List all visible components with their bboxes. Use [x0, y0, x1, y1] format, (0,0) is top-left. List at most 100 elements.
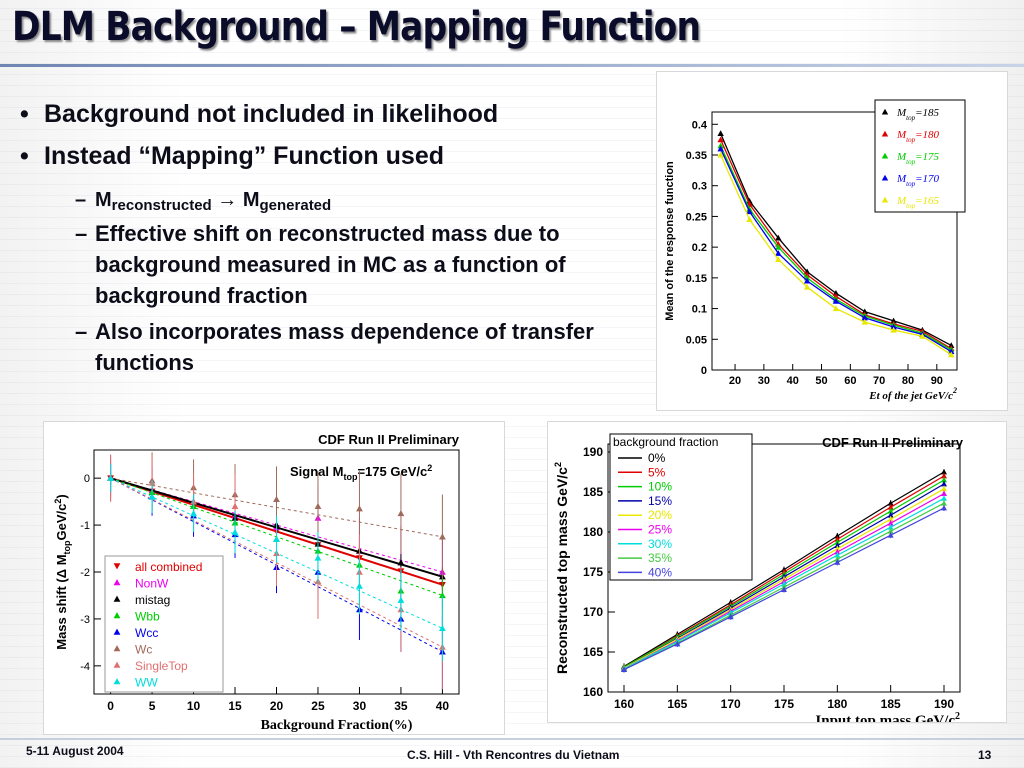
legend-entry: all combined: [135, 560, 202, 574]
chart-svg: CDF Run II Preliminary 160 165 170 175 180 185…: [553, 433, 964, 722]
legend-entry: Mtop=175: [896, 151, 940, 166]
data-point: [861, 314, 868, 321]
data-point: [314, 554, 322, 561]
legend-entry: mistag: [135, 593, 170, 607]
legend-marker: [113, 563, 121, 570]
chart-title: CDF Run II Preliminary: [318, 432, 460, 447]
data-point: [941, 490, 947, 496]
data-point: [717, 130, 724, 137]
arrow-icon: →: [217, 189, 238, 211]
legend-marker: [881, 196, 889, 203]
chart-svg: CDF Run II Preliminary Signal Mtop=175 Ge…: [53, 432, 460, 733]
data-point: [834, 536, 841, 542]
y-tick-label: 0.1: [692, 304, 707, 316]
data-point: [775, 250, 782, 256]
footer-date: 5-11 August 2004: [26, 744, 124, 758]
data-point: [190, 509, 197, 517]
legend-entry: SingleTop: [135, 659, 188, 673]
legend-entry: 20%: [648, 508, 672, 522]
data-point: [941, 485, 947, 492]
data-point: [397, 509, 405, 517]
dash-icon: –: [75, 221, 88, 246]
y-axis-label: Mean of the response function: [664, 161, 676, 321]
data-point: [746, 197, 753, 204]
legend-marker: [881, 174, 889, 181]
mapping-sub2: generated: [259, 197, 332, 214]
legend-entry: Mtop=170: [896, 173, 940, 188]
x-tick-label: 20: [729, 375, 741, 387]
y-tick-label: 0.05: [686, 334, 707, 346]
bullet-item: • Instead “Mapping” Function used: [20, 142, 444, 171]
dash-icon: –: [75, 189, 87, 211]
legend-marker: [113, 678, 121, 685]
y-tick-label: 0.15: [686, 273, 707, 285]
legend-entry: 25%: [648, 523, 672, 537]
x-tick-label: 165: [667, 697, 687, 711]
y-tick-label: 0: [84, 473, 90, 485]
legend-entry: 40%: [648, 565, 672, 579]
plot-frame: [711, 111, 958, 371]
data-point: [941, 505, 947, 511]
data-point: [834, 549, 841, 555]
x-tick-label: 15: [228, 699, 242, 713]
x-axis-label: Input top mass GeV/c2: [815, 711, 960, 722]
legend-marker: [113, 628, 121, 635]
x-tick-label: 160: [614, 697, 634, 711]
footer-author: C.S. Hill - Vth Rencontres du Vietnam: [407, 748, 620, 762]
x-tick-label: 80: [902, 375, 914, 387]
bullet-text: Instead “Mapping” Function used: [44, 142, 444, 170]
data-point: [890, 323, 897, 330]
data-point: [887, 508, 894, 514]
data-point: [397, 596, 405, 603]
y-tick-label: 0.2: [692, 242, 707, 254]
sub-bullet-item: – Also incorporates mass dependence of t…: [75, 316, 645, 378]
legend-marker: [881, 108, 889, 115]
mapping-m2: M: [242, 189, 260, 211]
data-point: [356, 505, 363, 512]
x-tick-label: 50: [815, 375, 827, 387]
data-point: [148, 493, 156, 500]
y-tick-label: 185: [583, 485, 603, 499]
data-point: [887, 512, 894, 518]
data-point: [781, 586, 787, 592]
x-tick-label: 25: [311, 699, 325, 713]
data-point: [919, 333, 926, 339]
data-point: [834, 533, 841, 539]
legend-entry: 0%: [648, 451, 666, 465]
x-tick-label: 10: [187, 699, 201, 713]
title-divider: [0, 64, 1024, 67]
y-tick-label: 0.3: [692, 181, 707, 193]
x-tick-label: 35: [394, 699, 408, 713]
legend-box: [874, 99, 966, 213]
legend-title: background fraction: [613, 435, 718, 449]
legend-entry: 10%: [648, 480, 672, 494]
data-point: [941, 495, 947, 501]
data-point: [832, 305, 840, 312]
data-point: [397, 559, 405, 566]
data-point: [887, 516, 894, 522]
y-tick-label: -4: [80, 661, 90, 673]
data-point: [948, 342, 955, 348]
data-point: [439, 592, 446, 599]
data-point: [887, 528, 894, 534]
data-point: [775, 256, 782, 262]
mass-shift-chart: CDF Run II Preliminary Signal Mtop=175 Ge…: [44, 422, 504, 734]
data-point: [775, 243, 782, 250]
x-tick-label: 190: [934, 697, 954, 711]
slide-title: DLM Background – Mapping Function: [12, 4, 701, 50]
data-point: [439, 624, 446, 632]
x-axis-label: Et of the jet GeV/c2: [868, 386, 957, 402]
data-point: [887, 524, 894, 530]
data-point: [832, 298, 840, 304]
y-tick-label: 0: [701, 365, 707, 377]
y-tick-label: -1: [80, 520, 90, 532]
legend-entry: WW: [135, 676, 158, 690]
data-point: [717, 151, 724, 158]
data-point: [887, 520, 894, 526]
data-point: [717, 145, 724, 152]
data-point: [887, 532, 894, 538]
data-point: [834, 545, 841, 552]
mapping-sub1: reconstructed: [111, 197, 212, 214]
y-tick-label: 190: [583, 445, 603, 459]
x-tick-label: 70: [873, 375, 885, 387]
